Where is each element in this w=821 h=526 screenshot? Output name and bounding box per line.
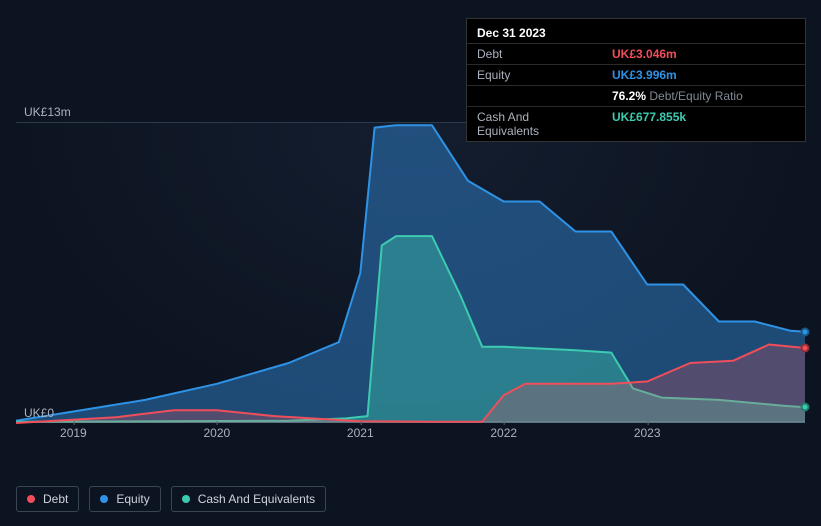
x-tick-2019: 2019 <box>60 426 87 440</box>
plot-area[interactable] <box>16 122 805 422</box>
chart-tooltip: Dec 31 2023 Debt UK£3.046m Equity UK£3.996m… <box>466 18 806 142</box>
tooltip-row-value: UK£3.046m <box>612 47 677 61</box>
legend-item-label: Debt <box>43 492 68 506</box>
tooltip-row: Cash And Equivalents UK£677.855k <box>467 106 805 141</box>
legend-item-label: Cash And Equivalents <box>198 492 315 506</box>
legend-item-debt[interactable]: Debt <box>16 486 79 512</box>
x-tick-2022: 2022 <box>490 426 517 440</box>
chart-legend: Debt Equity Cash And Equivalents <box>16 486 326 512</box>
x-tick-2023: 2023 <box>634 426 661 440</box>
tooltip-row-label: Debt <box>477 47 592 61</box>
tooltip-row-value: 76.2% Debt/Equity Ratio <box>612 89 743 103</box>
legend-item-cash[interactable]: Cash And Equivalents <box>171 486 326 512</box>
tooltip-row: Debt UK£3.046m <box>467 43 805 64</box>
tooltip-row-label <box>477 89 592 103</box>
tooltip-row-note: Debt/Equity Ratio <box>646 89 743 103</box>
x-tick-2020: 2020 <box>203 426 230 440</box>
legend-item-label: Equity <box>116 492 149 506</box>
x-axis: 2019 2020 2021 2022 2023 <box>16 422 805 444</box>
tooltip-row: Equity UK£3.996m <box>467 64 805 85</box>
series-end-marker-debt <box>801 344 810 353</box>
legend-swatch-icon <box>100 495 108 503</box>
series-end-marker-cash-and-equivalents <box>801 403 810 412</box>
series-end-marker-equity <box>801 327 810 336</box>
x-tick-2021: 2021 <box>347 426 374 440</box>
tooltip-row-value: UK£3.996m <box>612 68 677 82</box>
tooltip-date: Dec 31 2023 <box>467 23 805 43</box>
tooltip-row-label: Equity <box>477 68 592 82</box>
tooltip-row: 76.2% Debt/Equity Ratio <box>467 85 805 106</box>
legend-swatch-icon <box>182 495 190 503</box>
legend-item-equity[interactable]: Equity <box>89 486 160 512</box>
legend-swatch-icon <box>27 495 35 503</box>
debt-equity-chart: UK£13m UK£0 20192020202120222023 <box>16 122 805 444</box>
tooltip-row-label: Cash And Equivalents <box>477 110 592 138</box>
y-axis-max-label: UK£13m <box>24 105 71 119</box>
y-axis-min-label: UK£0 <box>24 406 54 420</box>
tooltip-row-value: UK£677.855k <box>612 110 686 138</box>
